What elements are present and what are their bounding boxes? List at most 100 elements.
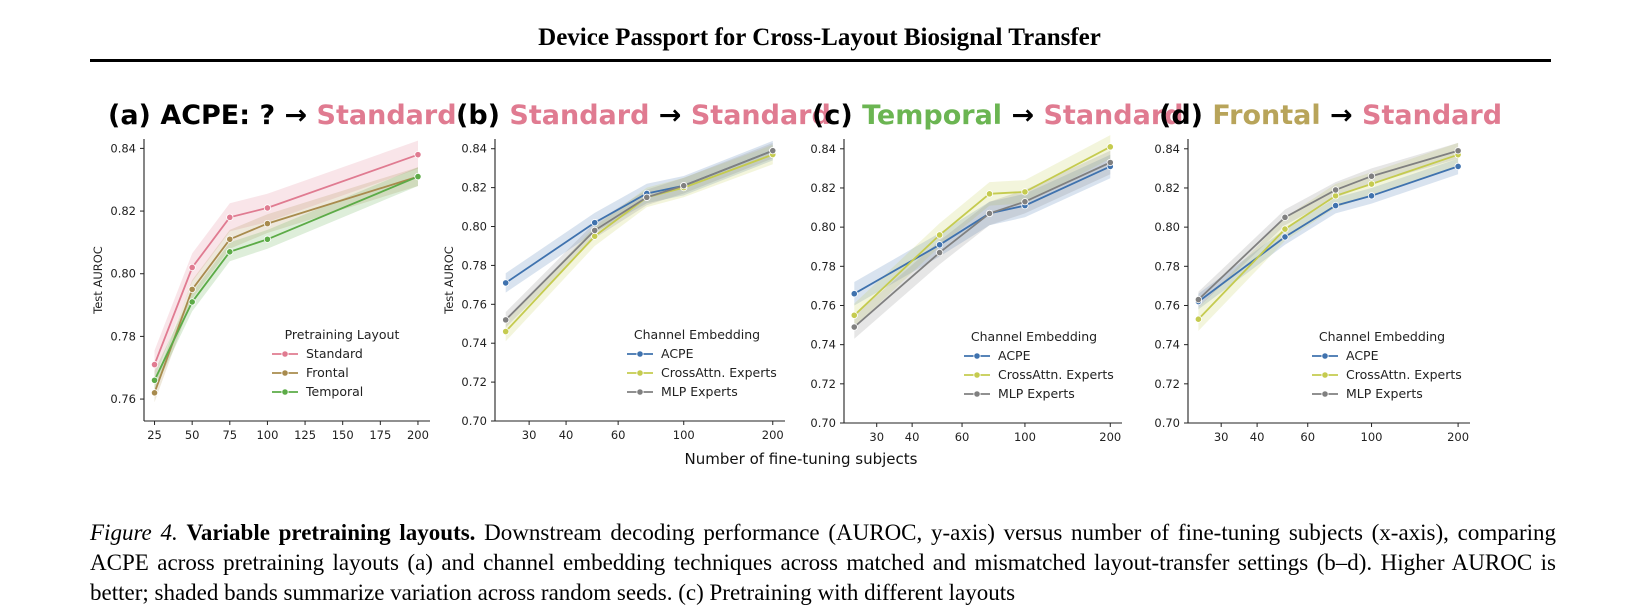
panel-title-part: Temporal (862, 100, 1002, 131)
x-tick-label: 175 (369, 428, 391, 442)
y-tick-label: 0.70 (810, 416, 836, 430)
series-band (854, 135, 1111, 327)
figure-4-panels: (a) ACPE: ? → Standard 0.76 0.78 0.80 0.82 0.… (91, 100, 1502, 468)
x-tick-label: 60 (1300, 430, 1315, 444)
data-point (188, 263, 196, 272)
legend-title: Pretraining Layout (285, 327, 400, 342)
x-tick-label: 40 (905, 430, 920, 444)
panel-title: (a) ACPE: ? → Standard (108, 100, 457, 131)
y-tick-label: 0.80 (810, 220, 836, 234)
data-point (502, 279, 510, 287)
chart-panel-a: (a) ACPE: ? → Standard 0.76 0.78 0.80 0.82 0.… (91, 100, 457, 442)
x-tick-label: 60 (611, 428, 626, 442)
data-point (188, 298, 196, 306)
series-line (505, 153, 774, 333)
legend-entry-label: ACPE (661, 346, 694, 361)
y-tick-label: 0.70 (461, 414, 487, 428)
legend-entry-label: CrossAttn. Experts (998, 367, 1114, 382)
data-point (643, 193, 651, 201)
series-band (154, 140, 418, 379)
caption-label: Figure 4. (90, 520, 178, 545)
x-tick-label: 40 (559, 428, 574, 442)
y-tick-label: 0.82 (461, 181, 487, 195)
legend-title: Channel Embedding (634, 327, 760, 342)
panel-title-part: Standard (1362, 100, 1502, 131)
legend-swatch-marker (973, 390, 981, 398)
legend-entry-label: ACPE (998, 348, 1031, 363)
data-point (680, 182, 688, 190)
x-tick-label: 40 (1250, 430, 1265, 444)
x-tick-label: 100 (1014, 430, 1036, 444)
data-point (1021, 188, 1029, 196)
panel-title: (c) Temporal → Standard (812, 100, 1183, 131)
y-tick-label: 0.80 (110, 267, 136, 281)
data-point (1106, 143, 1114, 151)
series-band (854, 150, 1111, 339)
header-rule (90, 59, 1551, 62)
legend-entry-label: Standard (306, 346, 363, 361)
data-point (1332, 201, 1340, 210)
panel-title-part: → (649, 100, 690, 131)
legend-swatch-marker (636, 350, 644, 358)
panel-title: (b) Standard → Standard (456, 100, 831, 131)
data-point (263, 220, 272, 228)
y-tick-label: 0.84 (810, 142, 836, 156)
legend-entry-label: MLP Experts (661, 384, 738, 399)
y-tick-label: 0.74 (810, 338, 836, 352)
data-point (1106, 158, 1114, 167)
chart-panel-c: (c) Temporal → Standard 0.70 0.72 0.74 0.76 0… (810, 100, 1183, 444)
chart-panel-b: (b) Standard → Standard 0.70 0.72 0.74 0.76 0… (442, 100, 831, 442)
data-point (150, 360, 159, 369)
y-tick-label: 0.72 (810, 377, 836, 391)
panel-title-part: Standard (1043, 100, 1183, 131)
legend-swatch-marker (1321, 371, 1329, 379)
data-point (226, 213, 234, 221)
data-point (502, 327, 510, 336)
data-point (1332, 186, 1340, 194)
x-tick-label: 100 (1361, 430, 1383, 444)
data-point (850, 311, 858, 319)
y-tick-label: 0.84 (110, 141, 136, 155)
y-tick-label: 0.76 (1154, 298, 1180, 312)
data-point (188, 285, 196, 293)
legend-entry-label: Frontal (306, 365, 349, 380)
panel-title-part: Standard (317, 100, 457, 131)
panel-title-part: ACPE: ? → (160, 100, 316, 131)
data-point (1454, 147, 1462, 155)
data-point (1281, 225, 1289, 233)
y-tick-label: 0.80 (461, 220, 487, 234)
panel-title-part: Frontal (1212, 100, 1320, 131)
data-point (1454, 162, 1462, 171)
series-band (1198, 158, 1459, 310)
y-tick-label: 0.82 (810, 181, 836, 195)
x-tick-label: 30 (522, 428, 537, 442)
panel-label: (d) (1159, 100, 1212, 131)
data-point (1281, 213, 1289, 221)
panel-title: (d) Frontal → Standard (1159, 100, 1502, 131)
y-tick-label: 0.76 (461, 297, 487, 311)
series-band (505, 142, 773, 328)
x-tick-label: 150 (332, 428, 354, 442)
series-band (1198, 142, 1459, 331)
data-point (1021, 198, 1029, 206)
x-tick-label: 75 (222, 428, 237, 442)
y-tick-label: 0.84 (1154, 142, 1180, 156)
y-tick-label: 0.72 (461, 375, 487, 389)
legend-swatch-marker (973, 371, 981, 379)
data-point (985, 209, 994, 218)
data-point (769, 147, 777, 155)
data-point (985, 190, 994, 198)
y-tick-label: 0.72 (1154, 377, 1180, 391)
chart-panel-d: (d) Frontal → Standard 0.70 0.72 0.74 0.76 0.… (1154, 100, 1502, 444)
data-point (591, 226, 599, 235)
data-point (850, 290, 858, 298)
x-tick-label: 30 (1214, 430, 1229, 444)
data-point (1367, 180, 1376, 188)
data-point (935, 231, 944, 239)
data-point (1367, 172, 1376, 180)
data-point (1367, 192, 1376, 200)
y-axis-label: Test AUROC (442, 246, 456, 315)
legend-title: Channel Embedding (971, 329, 1097, 344)
data-point (263, 204, 272, 212)
legend-swatch-marker (1321, 352, 1329, 360)
